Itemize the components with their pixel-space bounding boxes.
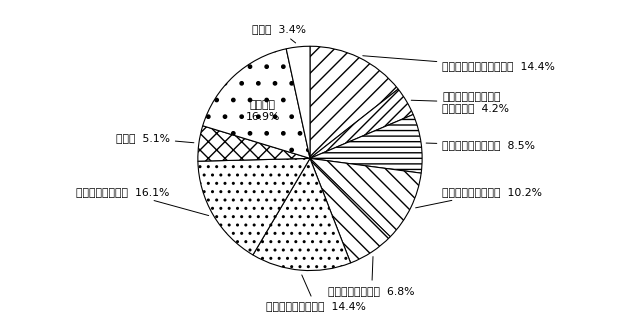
Wedge shape bbox=[253, 158, 351, 271]
Wedge shape bbox=[310, 89, 413, 158]
Text: 介助手当等の支給  16.1%: 介助手当等の支給 16.1% bbox=[76, 187, 209, 215]
Text: 夕間・休日の派遣  6.8%: 夕間・休日の派遣 6.8% bbox=[329, 256, 415, 296]
Wedge shape bbox=[310, 158, 390, 263]
Wedge shape bbox=[203, 49, 310, 158]
Text: 民間サービスの充実  8.5%: 民間サービスの充実 8.5% bbox=[426, 140, 535, 150]
Text: 無回答  3.4%: 無回答 3.4% bbox=[252, 24, 306, 43]
Wedge shape bbox=[310, 158, 421, 237]
Text: その他  5.1%: その他 5.1% bbox=[116, 133, 194, 143]
Text: 家族への経済的援助  14.4%: 家族への経済的援助 14.4% bbox=[265, 275, 366, 311]
Wedge shape bbox=[198, 126, 310, 161]
Text: ホームヘルパー等の増員  14.4%: ホームヘルパー等の増員 14.4% bbox=[363, 56, 555, 72]
Text: ボランティアの育成  10.2%: ボランティアの育成 10.2% bbox=[415, 187, 542, 208]
Wedge shape bbox=[198, 158, 310, 255]
Wedge shape bbox=[310, 114, 422, 173]
Wedge shape bbox=[286, 46, 310, 158]
Wedge shape bbox=[310, 46, 398, 158]
Text: 特になし
16.9%: 特になし 16.9% bbox=[246, 100, 280, 122]
Text: ホームヘルパー等の
研修の充実  4.2%: ホームヘルパー等の 研修の充実 4.2% bbox=[411, 92, 510, 113]
